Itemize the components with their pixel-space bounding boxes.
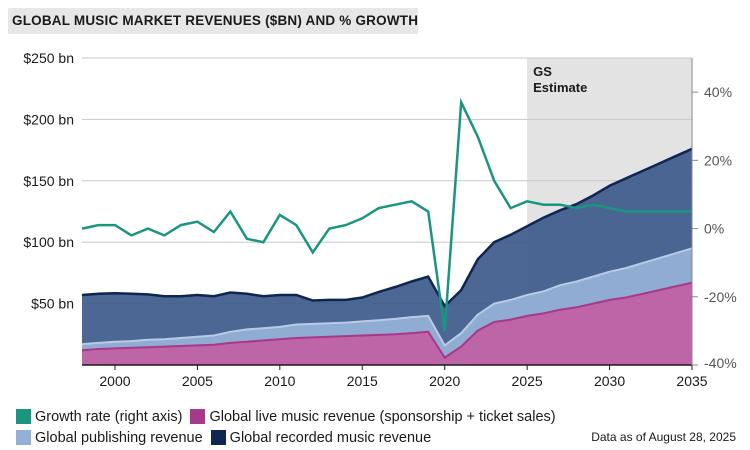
legend-label-live: Global live music revenue (sponsorship +… [209,408,556,425]
y2-tick-label: -40% [704,355,737,371]
legend-label-recorded: Global recorded music revenue [229,429,432,446]
estimate-label-line1: GS [533,64,552,79]
estimate-label-line2: Estimate [533,80,587,95]
x-tick-label: 2025 [512,373,543,389]
y-tick-label: $150 bn [23,173,74,189]
y-tick-label: $50 bn [31,296,74,312]
y-axis-left-ticks: $50 bn $100 bn $150 bn $200 bn $250 bn [23,50,74,312]
area-live-music [82,282,692,365]
legend-label-publishing: Global publishing revenue [35,429,203,446]
legend-item-publishing: Global publishing revenue [16,430,203,446]
line-recorded-music [81,147,693,309]
title-background [8,8,418,34]
x-tick-label: 2020 [429,373,460,389]
y-tick-label: $250 bn [23,50,74,66]
legend-row-1: Growth rate (right axis) Global live mus… [16,406,564,427]
legend-swatch-live [190,409,206,424]
legend-row-2: Global publishing revenue Global recorde… [16,427,564,448]
footnote: Data as of August 28, 2025 [591,430,736,444]
chart: 2000 2005 2010 2015 2020 2025 2030 2035 $50 bn$… [23,50,737,389]
y-tick-label: $200 bn [23,111,74,127]
x-tick-label: 2015 [347,373,378,389]
chart-title: GLOBAL MUSIC MARKET REVENUES ($BN) AND %… [12,13,419,28]
x-tick-label: 2005 [182,373,213,389]
line-publishing [81,247,693,347]
legend: Growth rate (right axis) Global live mus… [16,406,564,448]
legend-item-growth: Growth rate (right axis) [16,409,182,425]
legend-swatch-recorded [210,430,226,445]
y2-tick-label: 20% [704,152,732,168]
x-tick-label: 2000 [99,373,130,389]
legend-item-live: Global live music revenue (sponsorship +… [190,408,556,425]
y2-tick-label: 40% [704,84,732,100]
line-growth-rate [81,97,692,332]
x-axis-ticks: 2000 2005 2010 2015 2020 2025 2030 2035 [99,365,708,389]
line-live-music [81,281,693,359]
legend-item-recorded: Global recorded music revenue [210,429,432,446]
x-tick-label: 2035 [676,373,707,389]
legend-label-growth: Growth rate (right axis) [35,408,183,425]
legend-swatch-growth [16,409,31,424]
y2-tick-label: 0% [704,221,724,237]
x-tick-label: 2030 [594,373,625,389]
y2-tick-label: -20% [704,289,737,305]
x-tick-label: 2010 [264,373,295,389]
legend-swatch-publishing [16,430,31,445]
y-tick-label: $100 bn [23,234,74,250]
y-axis-right-ticks: -40% -20% 0% 20% 40% [691,58,737,371]
